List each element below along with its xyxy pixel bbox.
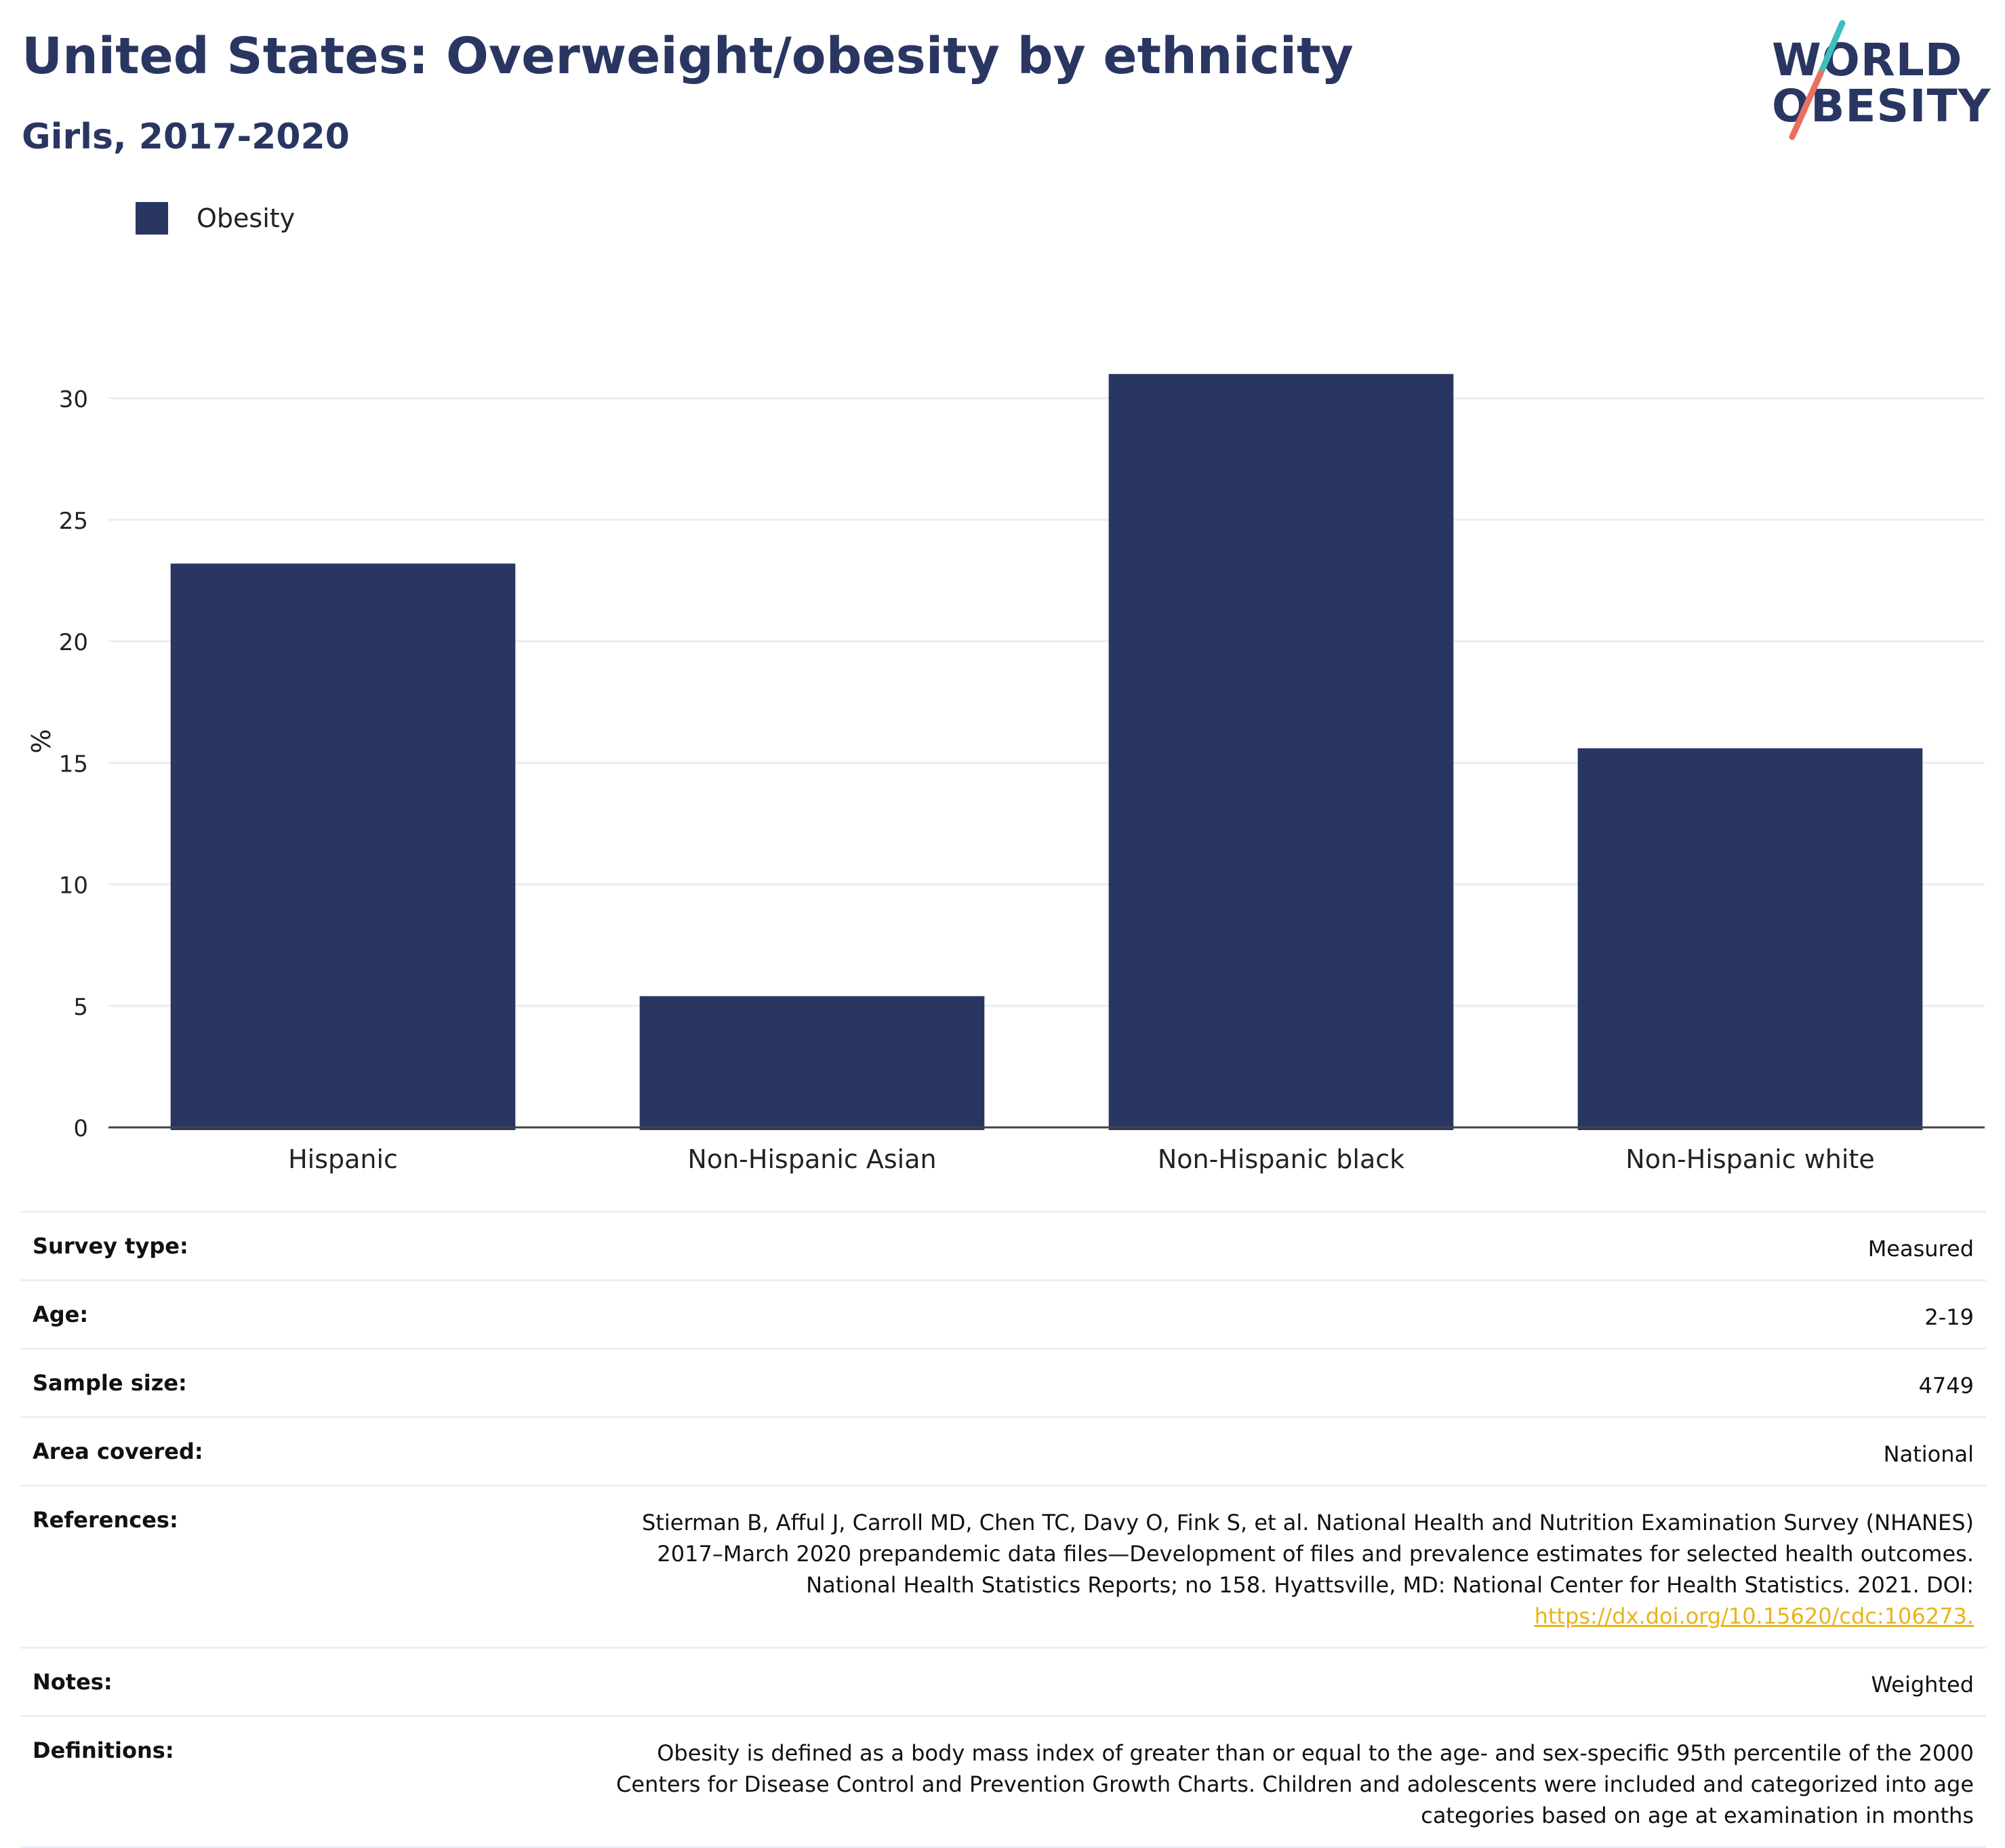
- chart-title: United States: Overweight/obesity by eth…: [22, 27, 1354, 85]
- y-tick-label: 30: [59, 386, 88, 414]
- y-tick-label: 15: [59, 750, 88, 778]
- info-key-age: Age:: [33, 1302, 89, 1327]
- info-row-references: References: Stierman B, Afful J, Carroll…: [20, 1487, 1986, 1649]
- y-axis-label: %: [26, 729, 56, 753]
- references-text: Stierman B, Afful J, Carroll MD, Chen TC…: [642, 1510, 1974, 1598]
- info-key-references: References:: [33, 1507, 178, 1533]
- info-key-area-covered: Area covered:: [33, 1439, 203, 1464]
- info-value-sample-size: 4749: [1918, 1373, 1974, 1399]
- info-row-sample-size: Sample size: 4749: [20, 1350, 1986, 1418]
- x-tick-label: Hispanic: [288, 1144, 398, 1174]
- info-value-notes: Weighted: [1871, 1672, 1974, 1698]
- info-row-age: Age: 2-19: [20, 1281, 1986, 1350]
- info-key-definitions: Definitions:: [33, 1737, 174, 1763]
- info-value-definitions: Obesity is defined as a body mass index …: [616, 1740, 1974, 1828]
- x-tick-label: Non-Hispanic white: [1625, 1144, 1874, 1174]
- y-tick-label: 20: [59, 629, 88, 656]
- info-row-area-covered: Area covered: National: [20, 1418, 1986, 1487]
- info-key-sample-size: Sample size:: [33, 1370, 187, 1396]
- info-value-area-covered: National: [1883, 1441, 1974, 1467]
- y-tick-label: 25: [59, 508, 88, 535]
- bar-chart: 0 5 10 15 20 25 30% Hispanic Non-Hispanic Asian N…: [26, 374, 1985, 1174]
- chart-subtitle: Girls, 2017-2020: [22, 117, 350, 157]
- info-row-survey-type: Survey type: Measured: [20, 1211, 1986, 1281]
- y-tick-label: 5: [73, 994, 88, 1021]
- info-row-definitions: Definitions: Obesity is defined as a bod…: [20, 1717, 1986, 1848]
- x-tick-label: Non-Hispanic black: [1158, 1144, 1404, 1174]
- info-value-survey-type: Measured: [1867, 1236, 1974, 1262]
- bar-non-hispanic-white: [1577, 748, 1923, 1130]
- references-doi-link[interactable]: https://dx.doi.org/10.15620/cdc:106273.: [1534, 1603, 1974, 1629]
- chart-legend[interactable]: Obesity: [136, 202, 295, 235]
- world-obesity-logo[interactable]: WORLD OBESITY: [1762, 14, 1993, 149]
- info-row-notes: Notes: Weighted: [20, 1649, 1986, 1717]
- info-value-references: Stierman B, Afful J, Carroll MD, Chen TC…: [584, 1507, 1974, 1632]
- logo-text-world: WORLD: [1772, 34, 1963, 86]
- survey-info-table: Survey type: Measured Age: 2-19 Sample s…: [20, 1211, 1986, 1848]
- logo-slash-icon: [1789, 20, 1846, 140]
- info-value-age: 2-19: [1924, 1304, 1974, 1330]
- bar-non-hispanic-asian: [639, 996, 985, 1130]
- legend-label-obesity: Obesity: [197, 203, 296, 233]
- y-tick-label: 10: [59, 872, 88, 900]
- legend-swatch-obesity: [136, 202, 168, 235]
- bar-hispanic: [170, 563, 516, 1130]
- bar-non-hispanic-black: [1108, 374, 1454, 1130]
- y-tick-label: 0: [73, 1115, 88, 1142]
- info-key-notes: Notes:: [33, 1669, 113, 1695]
- info-key-survey-type: Survey type:: [33, 1233, 188, 1259]
- x-tick-label: Non-Hispanic Asian: [687, 1144, 936, 1174]
